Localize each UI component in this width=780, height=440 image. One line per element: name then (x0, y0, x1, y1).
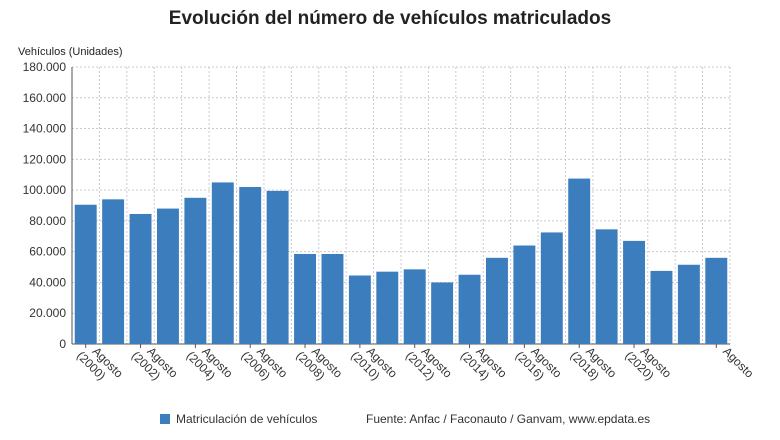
y-tick-label: 20.000 (29, 306, 66, 320)
bar (705, 257, 728, 344)
bar (348, 275, 371, 344)
y-tick-label: 140.000 (23, 122, 67, 136)
x-tick-label: Agosto(2016) (513, 344, 565, 383)
y-tick-label: 40.000 (29, 275, 66, 289)
legend: Matriculación de vehículos (160, 412, 317, 426)
x-tick-label: Agosto(2000) (74, 344, 126, 383)
y-axis-label: Vehículos (Unidades) (18, 46, 123, 58)
source-note: Fuente: Anfac / Faconauto / Ganvam, www.… (366, 412, 651, 426)
bar (513, 245, 536, 344)
bar (184, 197, 207, 344)
bar (485, 257, 508, 344)
bar (294, 253, 317, 344)
bar (156, 208, 179, 344)
legend-label: Matriculación de vehículos (176, 412, 318, 426)
x-tick-label-line1: Agosto (720, 344, 757, 381)
bar (623, 240, 646, 344)
bar (568, 178, 591, 344)
y-tick-label: 80.000 (29, 214, 66, 228)
x-tick-label: Agosto(2006) (239, 344, 291, 383)
bar (403, 269, 426, 344)
x-tick-label: Agosto(2014) (458, 344, 510, 383)
y-tick-label: 0 (59, 337, 66, 351)
x-tick-label: Agosto(2010) (348, 344, 400, 383)
y-tick-label: 100.000 (23, 183, 67, 197)
bar (266, 190, 289, 344)
x-tick-label: Agosto (720, 344, 757, 381)
y-axis: 0 20.000 40.000 60.000 80.000 100.000 120.000 1… (23, 60, 67, 351)
bar (376, 271, 399, 344)
y-tick-label: 120.000 (23, 152, 67, 166)
chart-bars (74, 178, 728, 344)
bar (431, 282, 454, 344)
x-tick-label: Agosto(2002) (129, 344, 181, 383)
bar (677, 264, 700, 344)
bar (102, 199, 125, 344)
legend-swatch (160, 414, 170, 424)
y-tick-label: 60.000 (29, 245, 66, 259)
bar (650, 270, 673, 344)
bar (458, 274, 481, 344)
x-tick-label: Agosto(2020) (622, 344, 674, 383)
x-tick-label: Agosto(2008) (293, 344, 345, 383)
bar (74, 204, 97, 344)
x-tick-label: Agosto(2004) (184, 344, 236, 383)
chart-title: Evolución del número de vehículos matric… (168, 8, 612, 29)
x-tick-label: Agosto(2012) (403, 344, 455, 383)
bar (239, 187, 262, 344)
bar (595, 229, 618, 344)
y-tick-label: 160.000 (23, 91, 67, 105)
bar (321, 253, 344, 344)
chart-grid (71, 66, 731, 345)
bar (540, 232, 563, 344)
y-tick-label: 180.000 (23, 60, 67, 74)
x-axis: Agosto(2000) Agosto(2002) Agosto(2004) Agos… (74, 344, 757, 383)
x-tick-label: Agosto(2018) (568, 344, 620, 383)
bar (211, 182, 234, 344)
bar (129, 213, 152, 344)
